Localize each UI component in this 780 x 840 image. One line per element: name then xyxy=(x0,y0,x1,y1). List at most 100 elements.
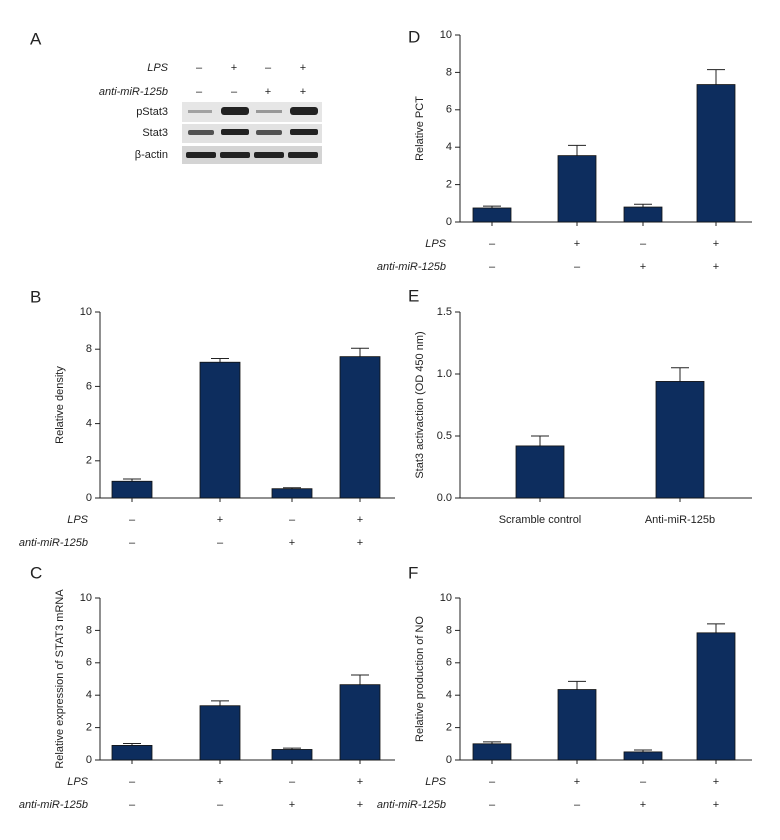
condition-sign: + xyxy=(713,799,719,811)
panel-letter: C xyxy=(30,563,42,582)
bar xyxy=(199,361,241,499)
condition-sign: + xyxy=(231,62,237,74)
band xyxy=(188,110,212,113)
bar xyxy=(271,749,313,761)
bar xyxy=(339,356,381,499)
panel-letter: D xyxy=(408,27,420,46)
condition-label: LPS xyxy=(147,62,168,74)
bar xyxy=(472,207,512,223)
band xyxy=(288,152,318,158)
condition-label: LPS xyxy=(67,514,88,526)
condition-sign: – xyxy=(217,799,224,811)
condition-sign: – xyxy=(196,86,203,98)
y-tick-label: 8 xyxy=(86,624,92,636)
condition-sign: – xyxy=(489,776,496,788)
condition-sign: – xyxy=(129,799,136,811)
band xyxy=(256,130,282,135)
condition-sign: + xyxy=(713,261,719,273)
condition-sign: + xyxy=(640,799,646,811)
condition-sign: + xyxy=(265,86,271,98)
blot-strip xyxy=(182,124,322,143)
bar xyxy=(696,84,736,223)
y-tick-label: 10 xyxy=(80,592,92,604)
condition-sign: + xyxy=(300,86,306,98)
y-tick-label: 1.0 xyxy=(437,368,452,380)
panel-letter: A xyxy=(30,29,42,48)
condition-sign: + xyxy=(289,799,295,811)
condition-sign: – xyxy=(640,776,647,788)
y-tick-label: 0 xyxy=(86,754,92,766)
band xyxy=(188,130,214,135)
band xyxy=(254,152,284,158)
y-tick-label: 4 xyxy=(86,418,92,430)
condition-sign: – xyxy=(265,62,272,74)
bar xyxy=(111,745,153,761)
y-tick-label: 6 xyxy=(446,104,452,116)
y-tick-label: 8 xyxy=(446,624,452,636)
condition-sign: – xyxy=(489,238,496,250)
y-tick-label: 8 xyxy=(446,66,452,78)
condition-label: anti-miR-125b xyxy=(19,799,88,811)
panel-letter: E xyxy=(408,286,419,305)
bar xyxy=(339,684,381,761)
condition-label: LPS xyxy=(67,776,88,788)
condition-sign: + xyxy=(574,776,580,788)
band xyxy=(221,129,249,135)
y-tick-label: 0.0 xyxy=(437,492,452,504)
y-tick-label: 0.5 xyxy=(437,430,452,442)
row-label: Stat3 xyxy=(142,127,168,139)
condition-sign: + xyxy=(217,776,223,788)
bar xyxy=(696,632,736,761)
band xyxy=(186,152,216,158)
condition-sign: – xyxy=(489,261,496,273)
band xyxy=(290,107,318,115)
condition-sign: + xyxy=(289,537,295,549)
y-tick-label: 4 xyxy=(446,689,452,701)
condition-sign: + xyxy=(640,261,646,273)
bar xyxy=(557,155,597,223)
y-axis-label: Relative expression of STAT3 mRNA xyxy=(54,589,66,769)
condition-sign: + xyxy=(713,238,719,250)
x-tick-label: Anti-miR-125b xyxy=(645,514,715,526)
band xyxy=(221,107,249,115)
band xyxy=(220,152,250,158)
condition-sign: + xyxy=(357,799,363,811)
y-tick-label: 10 xyxy=(440,29,452,41)
y-tick-label: 4 xyxy=(86,689,92,701)
band xyxy=(256,110,282,113)
blot-strip xyxy=(182,102,322,122)
y-tick-label: 4 xyxy=(446,141,452,153)
blot-strip xyxy=(182,146,322,164)
y-tick-label: 6 xyxy=(86,380,92,392)
condition-sign: – xyxy=(289,514,296,526)
condition-sign: – xyxy=(129,776,136,788)
condition-label: anti-miR-125b xyxy=(377,799,446,811)
bands xyxy=(186,107,318,158)
band xyxy=(290,129,318,135)
y-axis-label: Relative production of NO xyxy=(414,616,426,742)
panel-letter: B xyxy=(30,287,41,306)
condition-sign: – xyxy=(231,86,238,98)
condition-label: LPS xyxy=(425,776,446,788)
row-label: pStat3 xyxy=(136,106,168,118)
bar xyxy=(623,206,663,223)
bar xyxy=(623,751,663,761)
y-axis-label: Relative density xyxy=(54,366,66,444)
condition-label: anti-miR-125b xyxy=(19,537,88,549)
y-tick-label: 0 xyxy=(446,754,452,766)
bar xyxy=(655,381,705,499)
condition-label: anti-miR-125b xyxy=(377,261,446,273)
y-tick-label: 2 xyxy=(446,722,452,734)
y-axis-label: Stat3 activaction (OD 450 nm) xyxy=(414,331,426,478)
y-tick-label: 2 xyxy=(446,179,452,191)
y-tick-label: 6 xyxy=(446,657,452,669)
panel-letter: F xyxy=(408,563,418,582)
bar xyxy=(515,445,565,499)
y-tick-label: 0 xyxy=(86,492,92,504)
condition-sign: – xyxy=(129,514,136,526)
condition-sign: + xyxy=(357,537,363,549)
condition-label: anti-miR-125b xyxy=(99,86,168,98)
condition-sign: + xyxy=(217,514,223,526)
condition-label: LPS xyxy=(425,238,446,250)
bar xyxy=(199,705,241,761)
